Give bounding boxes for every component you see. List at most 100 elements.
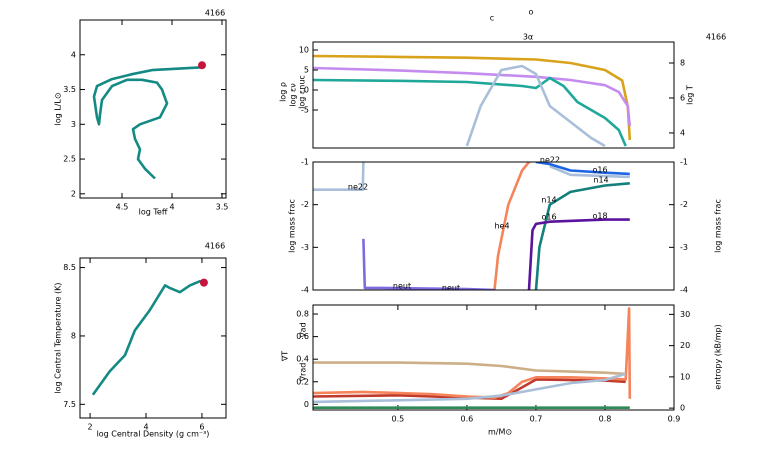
series-name: log εν xyxy=(289,83,298,107)
y2-tick-label: -2 xyxy=(680,200,688,209)
series-name: ∇ad xyxy=(299,322,308,338)
frame xyxy=(79,19,227,199)
plot-area xyxy=(92,64,205,180)
y2-tick-label: 20 xyxy=(680,341,690,350)
frame xyxy=(312,304,675,411)
species-label: o18 xyxy=(592,212,607,221)
frame xyxy=(312,41,675,149)
species-label: o16 xyxy=(541,213,556,222)
y-axis-label: log mass frac xyxy=(288,199,297,253)
x-tick-label: 4.5 xyxy=(116,203,129,212)
series-name: log εnuc xyxy=(298,75,307,109)
x-axis-label: log Teff xyxy=(139,208,168,217)
y-axis-label: log L/L⊙ xyxy=(54,92,63,125)
species-label: n14 xyxy=(541,196,556,205)
y2-tick-label: 0 xyxy=(680,404,685,413)
y-tick-label: 10 xyxy=(299,46,309,55)
y-tick-label: 5 xyxy=(304,66,309,75)
plot-area xyxy=(91,279,205,396)
y-tick-label: -3 xyxy=(301,243,309,252)
x-tick-label: 4 xyxy=(169,203,174,212)
species-label: ne22 xyxy=(540,156,560,165)
x-tick-label: 0.7 xyxy=(530,415,543,424)
y-tick-label: 0.6 xyxy=(296,332,309,341)
x-tick-label: 0.8 xyxy=(599,415,612,424)
x-axis-label: m/M⊙ xyxy=(488,428,512,437)
y2-axis-label: entropy (kB/mp) xyxy=(714,324,723,389)
series-line xyxy=(313,372,627,404)
y-tick-label: 3.5 xyxy=(63,85,76,94)
x-tick-label: 2 xyxy=(88,423,93,432)
x-tick-label: 6 xyxy=(199,423,204,432)
frame xyxy=(312,161,675,291)
y-tick-label: 0.8 xyxy=(296,310,309,319)
y-tick-label: -5 xyxy=(301,106,309,115)
y-tick-label: 8.5 xyxy=(63,263,76,272)
y-tick-label: 3 xyxy=(71,120,76,129)
x-axis-label: log Central Density (g cm⁻³) xyxy=(97,430,210,439)
model-number: 4166 xyxy=(205,9,225,18)
series-line xyxy=(313,54,632,141)
plot-area xyxy=(313,307,632,409)
series-line xyxy=(534,182,630,290)
series-line xyxy=(91,279,205,396)
series-line xyxy=(493,162,531,290)
y2-tick-label: 30 xyxy=(680,310,690,319)
y-axis-label: log Central Temperature (K) xyxy=(54,282,63,393)
x-tick-label: 0.6 xyxy=(461,415,474,424)
x-tick-label: 0.9 xyxy=(668,415,681,424)
annotation: 3α xyxy=(523,33,533,42)
series-line xyxy=(313,361,626,376)
series-line xyxy=(313,307,632,399)
x-tick-label: 4 xyxy=(143,423,148,432)
y-tick-label: 2.5 xyxy=(63,155,76,164)
y2-tick-label: 10 xyxy=(680,372,690,381)
annotation: o xyxy=(529,8,534,17)
y-tick-label: 8 xyxy=(71,331,76,340)
series-line xyxy=(527,218,630,290)
frame xyxy=(79,257,227,419)
series-line xyxy=(362,238,495,290)
y-tick-label: 4 xyxy=(71,50,76,59)
species-label: he4 xyxy=(494,222,509,231)
y-tick-label: 0 xyxy=(304,86,309,95)
x-tick-label: 0.5 xyxy=(392,415,405,424)
series-line xyxy=(313,76,627,147)
y2-tick-label: -3 xyxy=(680,243,688,252)
plot-area xyxy=(313,54,632,148)
current-point xyxy=(199,278,208,287)
series-line xyxy=(535,162,630,176)
y-tick-label: -4 xyxy=(301,286,309,295)
x-tick-label: 3.5 xyxy=(216,203,229,212)
species-label: neut xyxy=(393,282,411,291)
series-line xyxy=(465,64,606,148)
species-label: ne22 xyxy=(348,183,368,192)
y-tick-label: 2 xyxy=(71,189,76,198)
y2-tick-label: 8 xyxy=(680,58,685,67)
series-name: log ρ xyxy=(279,82,288,102)
series-line xyxy=(313,66,632,127)
y-tick-label: 0.2 xyxy=(296,377,309,386)
y-tick-label: -1 xyxy=(301,158,309,167)
y2-tick-label: -1 xyxy=(680,158,688,167)
y2-tick-label: -4 xyxy=(680,286,688,295)
y-tick-label: 7.5 xyxy=(63,400,76,409)
model-number: 4166 xyxy=(205,242,225,251)
species-label: neut xyxy=(442,284,460,293)
series-line xyxy=(313,162,630,191)
species-label: o16 xyxy=(592,166,607,175)
species-label: n14 xyxy=(593,176,608,185)
model-number: 4166 xyxy=(706,33,726,42)
current-point xyxy=(198,61,206,70)
annotation: c xyxy=(490,14,494,23)
y2-axis-label: log mass frac xyxy=(714,199,723,253)
series-name: ∇T xyxy=(281,351,290,362)
series-name: ∇rad xyxy=(299,363,308,383)
series-name: log T xyxy=(686,85,695,105)
y-tick-label: 0 xyxy=(304,400,309,409)
y2-tick-label: 4 xyxy=(680,128,685,137)
y-tick-label: 0.4 xyxy=(296,355,309,364)
plot-area xyxy=(313,162,630,290)
y2-tick-label: 6 xyxy=(680,93,685,102)
